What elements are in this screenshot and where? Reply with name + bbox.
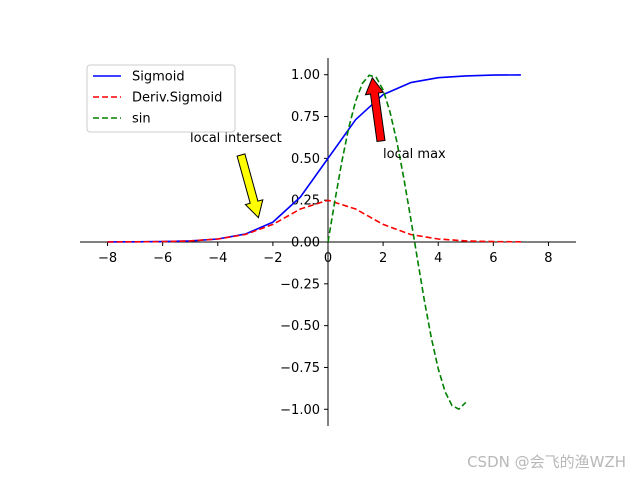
series-sigmoid-point: [272, 221, 274, 223]
series-sin-point: [361, 82, 363, 84]
x-tick-label: 8: [544, 251, 552, 266]
watermark: CSDN @会飞的渔WZH: [467, 453, 626, 471]
x-tick-label: −2: [263, 251, 282, 266]
series-sin-point: [423, 300, 425, 302]
legend-sigmoid-label: Sigmoid: [132, 70, 185, 85]
series-sin-point: [368, 74, 370, 76]
series-deriv-sigmoid-line: [107, 199, 521, 243]
series-sin-point: [409, 217, 411, 219]
y-tick-label: −0.75: [280, 361, 320, 376]
series-sigmoid-point: [437, 77, 439, 79]
series-sin-point: [396, 141, 398, 143]
x-tick-label: 2: [379, 251, 387, 266]
annotation-local-intersect-label: local intersect: [190, 131, 282, 146]
legend: Sigmoid Deriv.Sigmoid sin: [86, 64, 236, 133]
series-sin-point: [334, 199, 336, 201]
series-sin-point: [444, 391, 446, 393]
axes: −8 −6 −4 −2 0 2 4 6 8 −1.00 −0.75 −0.50 −0.25 0.00 0.…: [80, 58, 576, 426]
y-tick-label: −1.00: [280, 403, 320, 418]
legend-box: [86, 64, 236, 133]
series-sin-point: [341, 161, 343, 163]
series-deriv-sigmoid-point: [520, 241, 522, 243]
series-sigmoid-point: [409, 81, 411, 83]
series-sin-point: [458, 408, 460, 410]
series-sin-point: [437, 367, 439, 369]
x-tick-label: −6: [153, 251, 172, 266]
series-deriv-sigmoid-point: [134, 241, 136, 243]
series-deriv-sigmoid-point: [272, 223, 274, 225]
legend-sin-label: sin: [132, 112, 151, 127]
series-deriv-sigmoid-point: [437, 238, 439, 240]
series-sin-point: [375, 76, 377, 78]
series-sin-point: [465, 401, 467, 403]
series-deriv-sigmoid-point: [382, 223, 384, 225]
series-deriv-sigmoid-point: [354, 208, 356, 210]
series-sin-point: [327, 241, 329, 243]
series-deriv-sigmoid-point: [244, 233, 246, 235]
series-deriv-sigmoid-point: [161, 240, 163, 242]
series-sin-point: [403, 177, 405, 179]
series-sin-point: [430, 336, 432, 338]
series-sin-point: [389, 111, 391, 113]
series-sin-line: [327, 74, 467, 410]
x-tick-label: 4: [434, 251, 442, 266]
y-tick-label: 0.50: [291, 152, 320, 167]
series-sin-point: [354, 100, 356, 102]
series-deriv-sigmoid-point: [409, 233, 411, 235]
series-sigmoid-point: [465, 75, 467, 77]
y-tick-label: −0.50: [280, 319, 320, 334]
series-sin-point: [347, 127, 349, 129]
series-deriv-sigmoid-point: [465, 240, 467, 242]
series-sigmoid-point: [492, 74, 494, 76]
series-deriv-sigmoid-point: [217, 238, 219, 240]
series-deriv-sigmoid-point: [299, 208, 301, 210]
annotation-local-intersect-arrow: [236, 153, 264, 219]
series-sigmoid-point: [299, 196, 301, 198]
y-ticks: −1.00−0.75−0.50−0.250.000.250.500.751.00: [280, 68, 328, 418]
series-deriv-sigmoid-point: [106, 241, 108, 243]
series-sigmoid-point: [520, 74, 522, 76]
series-sin-point: [451, 404, 453, 406]
y-tick-label: 0.75: [291, 110, 320, 125]
x-tick-label: −4: [208, 251, 227, 266]
series-sigmoid-point: [354, 119, 356, 121]
x-tick-label: 0: [324, 251, 332, 266]
series-deriv-sigmoid-point: [327, 199, 329, 201]
annotation-local-max-arrow: [364, 76, 386, 143]
x-ticks: −8 −6 −4 −2 0 2 4 6 8: [98, 242, 553, 266]
y-tick-label: 1.00: [291, 68, 320, 83]
legend-deriv-sigmoid-label: Deriv.Sigmoid: [132, 91, 222, 106]
x-tick-label: 6: [489, 251, 497, 266]
series-layer: [106, 74, 522, 410]
annotation-local-max-label: local max: [383, 147, 446, 162]
series-sin-point: [416, 259, 418, 261]
series-sigmoid-point: [327, 157, 329, 159]
annotations: local intersect local max: [190, 76, 446, 219]
y-tick-label: 0.00: [291, 236, 320, 251]
series-deriv-sigmoid-point: [492, 240, 494, 242]
x-tick-label: −8: [98, 251, 117, 266]
series-deriv-sigmoid-point: [189, 240, 191, 242]
y-tick-label: −0.25: [280, 277, 320, 292]
